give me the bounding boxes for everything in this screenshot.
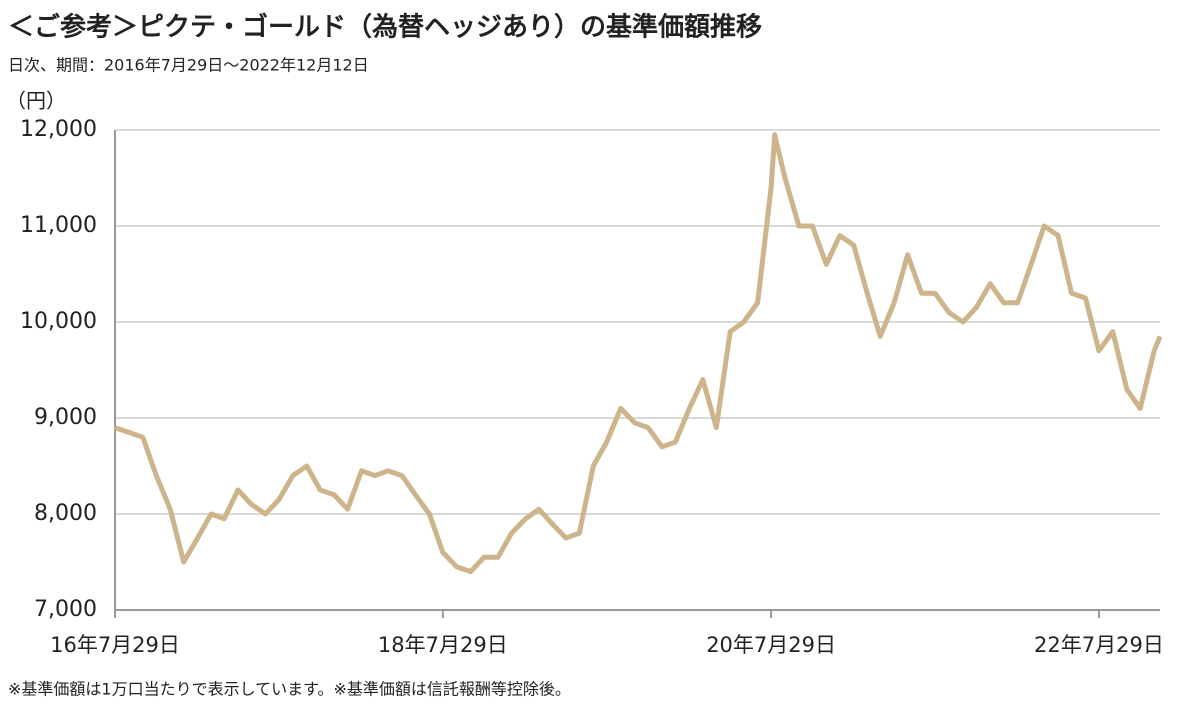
y-tick-label: 7,000 <box>34 597 97 622</box>
y-tick-label: 10,000 <box>20 309 97 334</box>
y-tick-label: 11,000 <box>20 213 97 238</box>
y-axis-label: （円） <box>6 89 66 113</box>
x-tick-label: 22年7月29日 <box>1034 633 1164 657</box>
x-tick-label: 20年7月29日 <box>706 633 836 657</box>
chart-title: ＜ご参考＞ピクテ・ゴールド（為替ヘッジあり）の基準価額推移 <box>8 12 762 43</box>
y-tick-label: 12,000 <box>20 117 97 142</box>
x-tick-label: 18年7月29日 <box>378 633 508 657</box>
y-tick-label: 8,000 <box>34 501 97 526</box>
price-line <box>114 132 1163 575</box>
chart-subtitle: 日次、期間：2016年7月29日～2022年12月12日 <box>8 56 369 75</box>
footnote: ※基準価額は1万口当たりで表示しています。※基準価額は信託報酬等控除後。 <box>8 680 571 699</box>
x-tick-label: 16年7月29日 <box>50 633 180 657</box>
y-tick-label: 9,000 <box>34 405 97 430</box>
